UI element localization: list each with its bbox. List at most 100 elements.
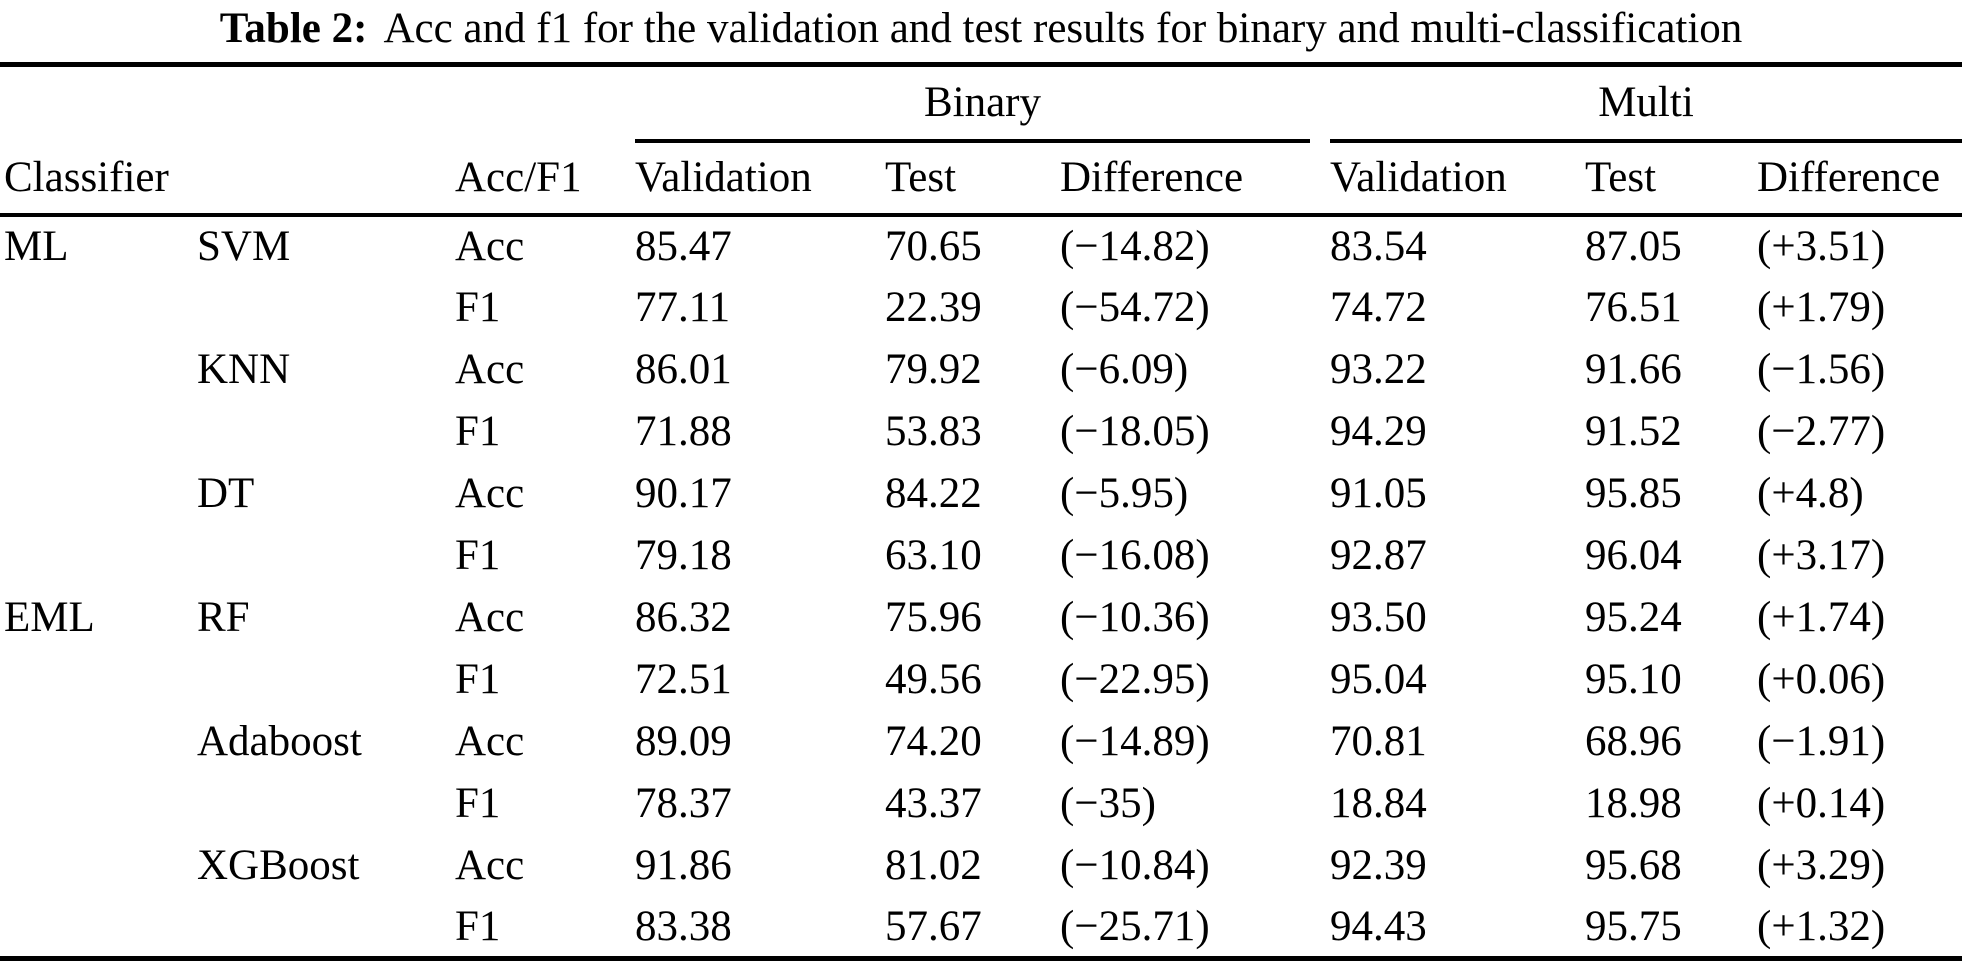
- cell-multi-difference: (+1.32): [1757, 902, 1886, 950]
- cell-binary-difference: (−14.82): [1060, 223, 1210, 270]
- cell-binary-test: 49.56: [885, 656, 982, 703]
- cell-multi-validation: 94.43: [1330, 902, 1427, 950]
- cell-metric: Acc: [455, 718, 525, 765]
- cell-multi-difference: (+3.51): [1757, 223, 1886, 270]
- cell-multi-difference: (+1.74): [1757, 594, 1886, 641]
- cell-binary-validation: 77.11: [635, 284, 731, 331]
- cell-binary-test: 74.20: [885, 718, 982, 765]
- cell-multi-validation: 74.72: [1330, 284, 1427, 331]
- table-row: F1 71.88 53.83 (−18.05) 94.29 91.52 (−2.…: [0, 401, 1962, 463]
- cell-binary-validation: 71.88: [635, 408, 732, 455]
- table-row: F1 72.51 49.56 (−22.95) 95.04 95.10 (+0.…: [0, 649, 1962, 711]
- column-header-row: Classifier Acc/F1 Validation Test Differ…: [0, 142, 1962, 217]
- cell-multi-test: 95.75: [1585, 902, 1682, 950]
- cell-binary-validation: 90.17: [635, 470, 732, 517]
- cell-multi-test: 68.96: [1585, 718, 1682, 765]
- cell-metric: F1: [455, 902, 501, 950]
- cell-multi-validation: 92.39: [1330, 842, 1427, 889]
- cell-multi-validation: 91.05: [1330, 470, 1427, 517]
- cell-binary-difference: (−6.09): [1060, 346, 1189, 393]
- multi-group-rule: [1330, 138, 1962, 143]
- cell-multi-test: 91.52: [1585, 408, 1682, 455]
- table-row: F1 78.37 43.37 (−35) 18.84 18.98 (+0.14): [0, 773, 1962, 835]
- cell-binary-test: 84.22: [885, 470, 982, 517]
- cell-multi-validation: 92.87: [1330, 532, 1427, 579]
- group-header-spacer: [0, 65, 635, 139]
- cell-binary-test: 22.39: [885, 284, 982, 331]
- group-header-multi: Multi: [1598, 79, 1694, 127]
- cell-classifier-group: [0, 773, 197, 835]
- table-row: F1 83.38 57.67 (−25.71) 94.43 95.75 (+1.…: [0, 897, 1962, 959]
- cell-binary-difference: (−5.95): [1060, 470, 1189, 517]
- cell-binary-validation: 85.47: [635, 223, 732, 270]
- cell-binary-difference: (−35): [1060, 780, 1156, 827]
- cell-multi-difference: (+1.79): [1757, 284, 1886, 331]
- col-header-multi-validation: Validation: [1330, 142, 1585, 217]
- cell-classifier-name: [197, 401, 455, 463]
- cell-binary-test: 79.92: [885, 346, 982, 393]
- cell-multi-difference: (−1.56): [1757, 346, 1886, 393]
- cell-multi-test: 76.51: [1585, 284, 1682, 331]
- cell-binary-test: 70.65: [885, 223, 982, 270]
- cell-binary-difference: (−10.36): [1060, 594, 1210, 641]
- cell-binary-validation: 78.37: [635, 780, 732, 827]
- cell-classifier-group: [0, 463, 197, 525]
- cell-classifier-group: [0, 897, 197, 959]
- col-header-binary-difference: Difference: [1060, 142, 1330, 217]
- cell-classifier-name: [197, 773, 455, 835]
- table-caption-label: Table 2:: [219, 5, 368, 52]
- cell-multi-validation: 93.50: [1330, 594, 1427, 641]
- cell-multi-difference: (+0.14): [1757, 780, 1886, 827]
- cell-classifier-name: [197, 897, 455, 959]
- cell-binary-test: 75.96: [885, 594, 982, 641]
- cell-multi-test: 91.66: [1585, 346, 1682, 393]
- table-row: DT Acc 90.17 84.22 (−5.95) 91.05 95.85 (…: [0, 463, 1962, 525]
- cell-binary-test: 43.37: [885, 780, 982, 827]
- table-caption-text: Acc and f1 for the validation and test r…: [383, 5, 1743, 52]
- cell-multi-validation: 95.04: [1330, 656, 1427, 703]
- cell-multi-test: 95.68: [1585, 842, 1682, 889]
- table-row: F1 79.18 63.10 (−16.08) 92.87 96.04 (+3.…: [0, 525, 1962, 587]
- cell-metric: Acc: [455, 842, 525, 889]
- cell-binary-validation: 83.38: [635, 902, 732, 950]
- cell-multi-validation: 18.84: [1330, 780, 1427, 827]
- cell-binary-difference: (−14.89): [1060, 718, 1210, 765]
- cell-classifier-name: [197, 525, 455, 587]
- cell-binary-difference: (−54.72): [1060, 284, 1210, 331]
- table-head: Binary Multi Classifier Acc/F1 Validatio…: [0, 65, 1962, 217]
- group-rule-row: [0, 138, 1962, 143]
- col-header-binary-test: Test: [885, 142, 1060, 217]
- cell-multi-difference: (+4.8): [1757, 470, 1864, 517]
- col-header-multi-test: Test: [1585, 142, 1757, 217]
- cell-binary-difference: (−25.71): [1060, 902, 1210, 950]
- cell-binary-test: 63.10: [885, 532, 982, 579]
- cell-classifier-group: [0, 525, 197, 587]
- table-row: XGBoost Acc 91.86 81.02 (−10.84) 92.39 9…: [0, 835, 1962, 897]
- group-header-row: Binary Multi: [0, 65, 1962, 139]
- col-header-metric: Acc/F1: [455, 142, 635, 217]
- table-body: ML SVM Acc 85.47 70.65 (−14.82) 83.54 87…: [0, 215, 1962, 959]
- cell-metric: Acc: [455, 594, 525, 641]
- cell-metric: F1: [455, 284, 501, 331]
- cell-binary-test: 81.02: [885, 842, 982, 889]
- cell-classifier-group: [0, 711, 197, 773]
- cell-metric: F1: [455, 532, 501, 579]
- cell-classifier-name: RF: [197, 594, 250, 641]
- cell-classifier-name: Adaboost: [197, 718, 362, 765]
- cell-multi-difference: (+3.29): [1757, 842, 1886, 889]
- cell-classifier-name: SVM: [197, 223, 291, 270]
- cell-multi-test: 95.10: [1585, 656, 1682, 703]
- cell-metric: F1: [455, 780, 501, 827]
- cell-binary-validation: 79.18: [635, 532, 732, 579]
- cell-classifier-group: EML: [4, 594, 95, 641]
- cell-multi-validation: 94.29: [1330, 408, 1427, 455]
- cell-classifier-name: DT: [197, 470, 255, 517]
- col-header-multi-difference: Difference: [1757, 142, 1962, 217]
- cell-binary-validation: 91.86: [635, 842, 732, 889]
- cell-multi-validation: 83.54: [1330, 223, 1427, 270]
- cell-binary-validation: 86.01: [635, 346, 732, 393]
- cell-multi-difference: (+0.06): [1757, 656, 1886, 703]
- cell-classifier-group: [0, 277, 197, 339]
- cell-classifier-name: KNN: [197, 346, 291, 393]
- cell-binary-test: 53.83: [885, 408, 982, 455]
